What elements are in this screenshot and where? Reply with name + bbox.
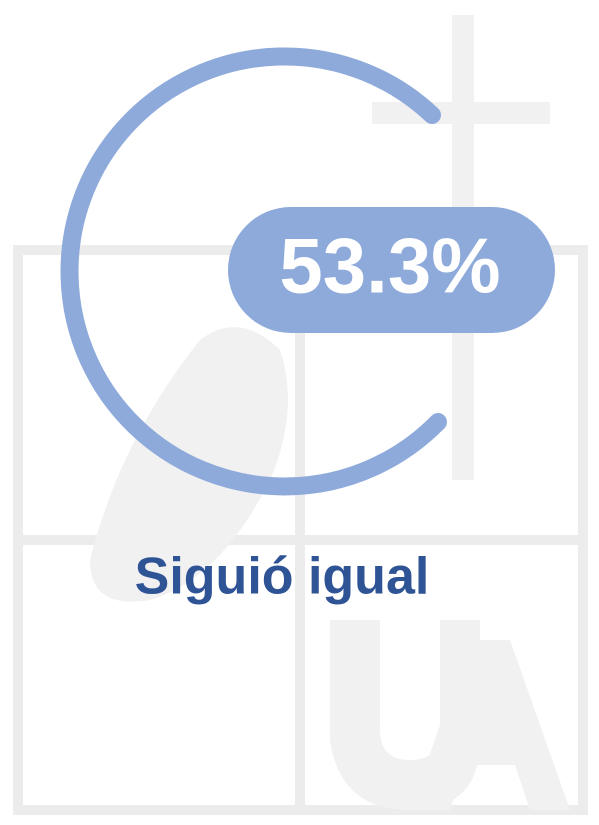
watermark-letter-a bbox=[410, 640, 570, 810]
watermark bbox=[18, 15, 583, 810]
value-label: 53.3% bbox=[279, 222, 500, 310]
page: 53.3% Siguió igual (() => { const data =… bbox=[0, 0, 599, 825]
infographic: 53.3% Siguió igual bbox=[0, 0, 599, 825]
caption: Siguió igual bbox=[135, 548, 430, 606]
watermark-cross-horizontal bbox=[372, 102, 550, 124]
